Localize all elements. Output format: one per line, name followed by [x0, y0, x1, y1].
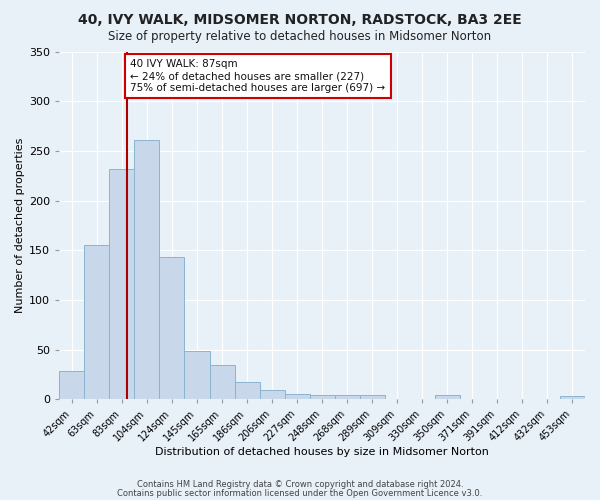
- X-axis label: Distribution of detached houses by size in Midsomer Norton: Distribution of detached houses by size …: [155, 448, 489, 458]
- Text: Contains HM Land Registry data © Crown copyright and database right 2024.: Contains HM Land Registry data © Crown c…: [137, 480, 463, 489]
- Y-axis label: Number of detached properties: Number of detached properties: [15, 138, 25, 313]
- Text: 40 IVY WALK: 87sqm
← 24% of detached houses are smaller (227)
75% of semi-detach: 40 IVY WALK: 87sqm ← 24% of detached hou…: [130, 60, 386, 92]
- Text: 40, IVY WALK, MIDSOMER NORTON, RADSTOCK, BA3 2EE: 40, IVY WALK, MIDSOMER NORTON, RADSTOCK,…: [78, 12, 522, 26]
- Bar: [335, 396, 360, 400]
- Text: Size of property relative to detached houses in Midsomer Norton: Size of property relative to detached ho…: [109, 30, 491, 43]
- Bar: [59, 372, 85, 400]
- Bar: [184, 350, 209, 400]
- Bar: [260, 390, 284, 400]
- Bar: [209, 364, 235, 400]
- Bar: [560, 396, 585, 400]
- Bar: [85, 246, 109, 400]
- Text: Contains public sector information licensed under the Open Government Licence v3: Contains public sector information licen…: [118, 488, 482, 498]
- Bar: [435, 396, 460, 400]
- Bar: [134, 140, 160, 400]
- Bar: [284, 394, 310, 400]
- Bar: [360, 396, 385, 400]
- Bar: [109, 169, 134, 400]
- Bar: [160, 257, 184, 400]
- Bar: [310, 396, 335, 400]
- Bar: [235, 382, 260, 400]
